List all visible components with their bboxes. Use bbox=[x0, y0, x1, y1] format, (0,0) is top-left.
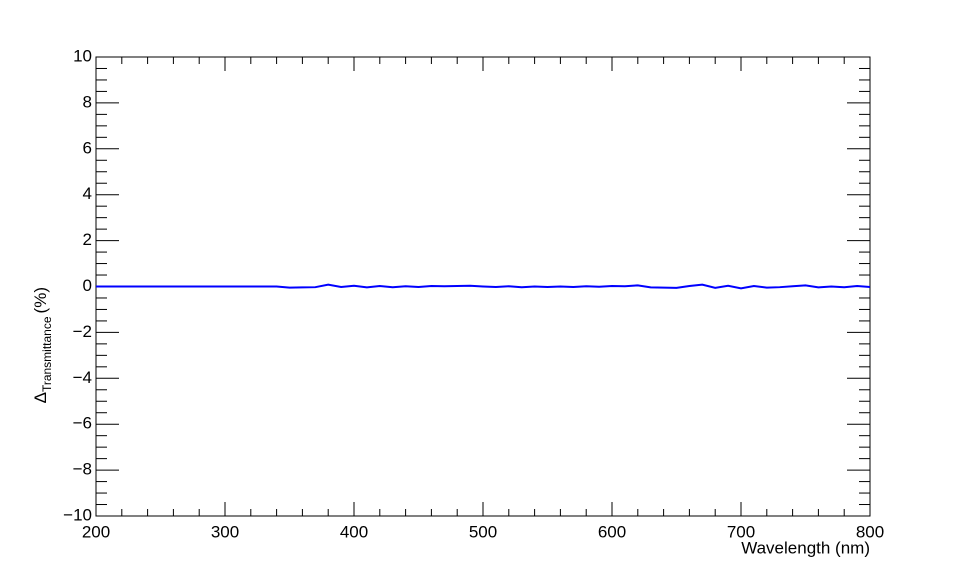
y-tick-label: −10 bbox=[63, 505, 92, 524]
y-tick-label: 10 bbox=[73, 46, 92, 65]
y-tick-label: 8 bbox=[83, 92, 92, 111]
y-label-unit: (%) bbox=[31, 287, 50, 313]
y-axis-label: ΔTransmittance (%) bbox=[31, 287, 54, 403]
y-tick-label: 6 bbox=[83, 138, 92, 157]
x-tick-label: 800 bbox=[856, 522, 884, 541]
x-tick-label: 500 bbox=[469, 522, 497, 541]
y-tick-label: 0 bbox=[83, 276, 92, 295]
y-tick-label: −6 bbox=[73, 414, 92, 433]
y-tick-label: −8 bbox=[73, 460, 92, 479]
data-line bbox=[96, 283, 871, 290]
x-tick-label: 300 bbox=[211, 522, 239, 541]
x-axis-label: Wavelength (nm) bbox=[741, 538, 870, 557]
y-tick-label: −4 bbox=[73, 368, 92, 387]
y-label-symbol: Δ bbox=[31, 392, 50, 403]
y-label-subscript: Transmittance bbox=[40, 316, 54, 392]
y-tick-label: 4 bbox=[83, 184, 92, 203]
x-tick-label: 400 bbox=[340, 522, 368, 541]
x-tick-label: 700 bbox=[727, 522, 755, 541]
y-tick-label: −2 bbox=[73, 322, 92, 341]
x-tick-label: 600 bbox=[598, 522, 626, 541]
x-tick-label: 200 bbox=[82, 522, 110, 541]
y-tick-label: 2 bbox=[83, 230, 92, 249]
